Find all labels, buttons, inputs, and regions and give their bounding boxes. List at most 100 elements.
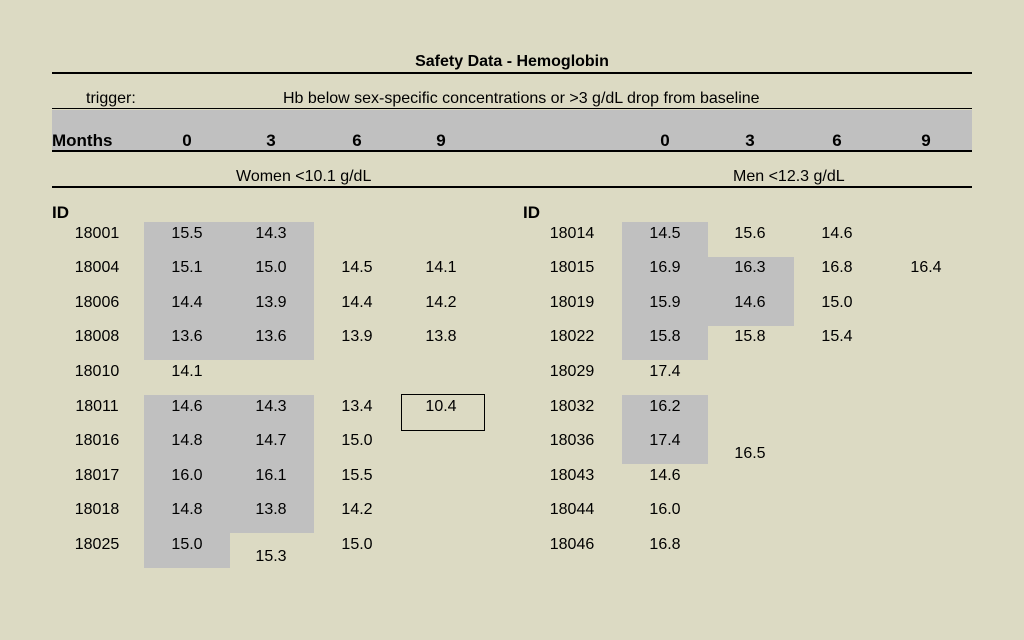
women-id: 18010 [74, 363, 120, 380]
band-top-rule [52, 108, 972, 109]
women-shade-rows-1-4 [144, 222, 314, 360]
men-value: 16.5 [734, 445, 766, 462]
women-id: 18011 [75, 398, 119, 415]
men-id: 18044 [549, 501, 595, 518]
women-value: 14.2 [341, 501, 373, 518]
group-rule [52, 186, 972, 188]
women-value: 15.3 [255, 548, 287, 565]
women-value: 14.6 [171, 398, 203, 415]
women-value: 13.9 [341, 328, 373, 345]
women-id: 18025 [74, 536, 120, 553]
men-value: 16.9 [649, 259, 681, 276]
men-id: 18036 [549, 432, 595, 449]
men-value: 15.4 [821, 328, 853, 345]
men-value: 15.9 [649, 294, 681, 311]
women-value: 14.4 [171, 294, 203, 311]
women-flagged-value: 10.4 [425, 398, 457, 415]
months-header-band [52, 110, 972, 150]
men-id: 18022 [549, 328, 595, 345]
women-value: 15.5 [341, 467, 373, 484]
men-value: 16.2 [649, 398, 681, 415]
men-value: 16.8 [821, 259, 853, 276]
trigger-label: trigger: [86, 90, 136, 107]
women-value: 15.0 [341, 432, 373, 449]
women-value: 13.4 [341, 398, 373, 415]
men-value: 17.4 [649, 432, 681, 449]
men-month-3: 3 [745, 131, 755, 150]
women-value: 14.2 [425, 294, 457, 311]
women-value: 14.4 [341, 294, 373, 311]
page-title: Safety Data - Hemoglobin [415, 53, 609, 70]
women-value: 14.8 [171, 432, 203, 449]
women-id: 18006 [74, 294, 120, 311]
women-value: 13.9 [255, 294, 287, 311]
women-value: 15.0 [171, 536, 203, 553]
women-id: 18016 [74, 432, 120, 449]
women-month-6: 6 [352, 131, 362, 150]
women-month-0: 0 [182, 131, 192, 150]
men-value: 14.5 [649, 225, 681, 242]
women-id: 18018 [74, 501, 120, 518]
women-value: 14.1 [425, 259, 457, 276]
women-value: 15.0 [341, 536, 373, 553]
women-month-3: 3 [266, 131, 276, 150]
men-value: 14.6 [821, 225, 853, 242]
women-shade-rows-6-9 [144, 395, 314, 533]
men-value: 15.8 [649, 328, 681, 345]
men-value: 16.4 [910, 259, 942, 276]
men-id: 18046 [549, 536, 595, 553]
men-value: 15.0 [821, 294, 853, 311]
men-month-0: 0 [660, 131, 670, 150]
women-month-9: 9 [436, 131, 446, 150]
trigger-text: Hb below sex-specific concentrations or … [283, 90, 760, 107]
months-label: Months [52, 131, 113, 150]
men-id: 18043 [549, 467, 595, 484]
women-id: 18008 [74, 328, 120, 345]
women-value: 13.6 [171, 328, 203, 345]
women-value: 16.1 [255, 467, 287, 484]
women-shade-row-10 [144, 533, 230, 568]
men-value: 17.4 [649, 363, 681, 380]
women-value: 14.5 [341, 259, 373, 276]
men-value: 15.8 [734, 328, 766, 345]
men-id: 18032 [549, 398, 595, 415]
women-value: 14.7 [255, 432, 287, 449]
men-shade-row-4 [622, 326, 708, 360]
women-value: 13.6 [255, 328, 287, 345]
women-id: 18004 [74, 259, 120, 276]
men-value: 14.6 [649, 467, 681, 484]
men-shade-row-1 [622, 222, 708, 257]
women-value: 15.0 [255, 259, 287, 276]
men-id: 18019 [549, 294, 595, 311]
men-value: 15.6 [734, 225, 766, 242]
women-value: 14.1 [171, 363, 203, 380]
women-value: 14.8 [171, 501, 203, 518]
women-id-header: ID [52, 203, 69, 222]
men-id: 18015 [549, 259, 595, 276]
title-rule [52, 72, 972, 74]
women-flagged-value-box [401, 394, 485, 431]
women-value: 13.8 [425, 328, 457, 345]
men-group-label: Men <12.3 g/dL [733, 168, 845, 185]
women-id: 18001 [74, 225, 120, 242]
women-value: 14.3 [255, 398, 287, 415]
women-value: 13.8 [255, 501, 287, 518]
men-month-9: 9 [921, 131, 931, 150]
men-shade-rows-2-3 [622, 257, 794, 326]
women-id: 18017 [74, 467, 120, 484]
band-bottom-rule [52, 150, 972, 152]
men-shade-rows-6-7 [622, 395, 708, 464]
men-value: 16.0 [649, 501, 681, 518]
women-value: 14.3 [255, 225, 287, 242]
men-value: 14.6 [734, 294, 766, 311]
women-value: 15.5 [171, 225, 203, 242]
men-month-6: 6 [832, 131, 842, 150]
women-group-label: Women <10.1 g/dL [236, 168, 372, 185]
women-value: 15.1 [171, 259, 203, 276]
men-id: 18029 [549, 363, 595, 380]
men-value: 16.8 [649, 536, 681, 553]
women-value: 16.0 [171, 467, 203, 484]
men-id: 18014 [549, 225, 595, 242]
men-id-header: ID [523, 203, 540, 222]
men-value: 16.3 [734, 259, 766, 276]
